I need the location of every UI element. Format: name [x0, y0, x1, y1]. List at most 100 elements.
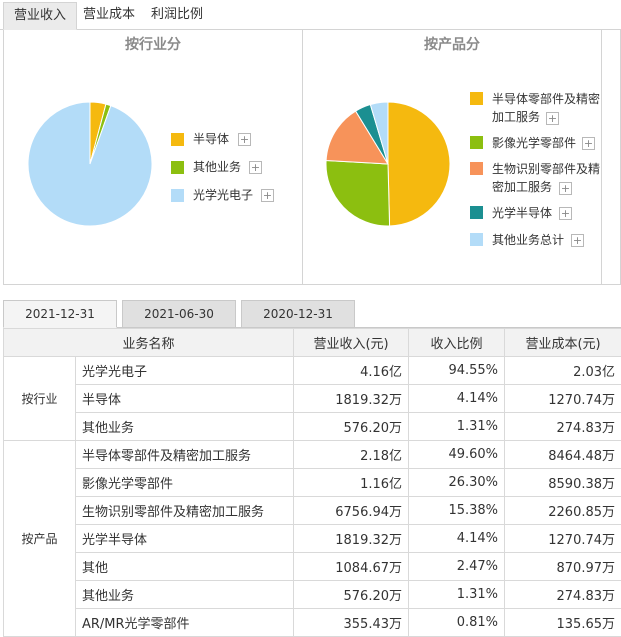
tab-profit-ratio[interactable]: 利润比例: [151, 7, 204, 22]
row-revenue: 1819.32万: [293, 524, 410, 553]
legend-label: 加工服务: [492, 110, 541, 124]
header-revenue-ratio: 收入比例: [408, 328, 506, 357]
row-cost: 2.03亿: [504, 356, 621, 385]
row-revenue: 6756.94万: [293, 496, 410, 525]
row-revenue: 1.16亿: [293, 468, 410, 497]
row-cost: 1270.74万: [504, 384, 621, 413]
row-name: 其他业务: [74, 412, 295, 441]
expand-plus-icon[interactable]: +: [559, 207, 572, 220]
row-cost: 8464.48万: [504, 440, 621, 469]
table-header-row: 业务名称 营业收入(元) 收入比例 营业成本(元): [2, 328, 621, 357]
industry-panel: 按行业分 半导体 + 其他业务 + 光学光电子 +: [4, 30, 303, 284]
row-revenue: 1819.32万: [293, 384, 410, 413]
product-pie-slice-2[interactable]: [326, 110, 389, 165]
expand-plus-icon[interactable]: +: [238, 133, 251, 146]
row-cost: 8590.38万: [504, 468, 621, 497]
header-revenue: 营业收入(元): [293, 328, 410, 357]
row-revenue: 2.18亿: [293, 440, 410, 469]
group-label-industry: 按行业: [3, 356, 76, 441]
tab-2021-06-30[interactable]: 2021-06-30: [122, 300, 236, 328]
header-business-name: 业务名称: [2, 328, 295, 357]
table-row: 半导体 1819.32万 4.14% 1270.74万: [4, 384, 621, 413]
row-ratio: 2.47%: [408, 552, 506, 581]
legend-label: 其他业务总计: [492, 233, 565, 247]
legend-swatch: [470, 206, 483, 219]
product-panel: 按产品分 半导体零部件及精密 加工服务 + 影像光学零部件 + 生物识别零部件及…: [303, 30, 602, 284]
row-ratio: 1.31%: [408, 412, 506, 441]
row-revenue: 1084.67万: [293, 552, 410, 581]
row-ratio: 15.38%: [408, 496, 506, 525]
legend-swatch: [171, 189, 184, 202]
row-ratio: 1.31%: [408, 580, 506, 609]
table-row: 按行业 光学光电子 4.16亿 94.55% 2.03亿: [3, 356, 621, 441]
row-cost: 870.97万: [504, 552, 621, 581]
row-cost: 1270.74万: [504, 524, 621, 553]
row-name: 其他业务: [74, 580, 295, 609]
legend-label: 影像光学零部件: [492, 136, 577, 150]
row-ratio: 4.14%: [408, 524, 506, 553]
expand-plus-icon[interactable]: +: [546, 112, 559, 125]
industry-pie-slice-2[interactable]: [28, 102, 152, 226]
table-row: AR/MR光学零部件 355.43万 0.81% 135.65万: [4, 608, 621, 637]
row-ratio: 26.30%: [408, 468, 506, 497]
expand-plus-icon[interactable]: +: [582, 137, 595, 150]
table-row: 其他业务 576.20万 1.31% 274.83万: [4, 412, 621, 441]
header-cost: 营业成本(元): [504, 328, 621, 357]
legend-label: 光学半导体: [492, 206, 553, 220]
legend-label: 半导体: [193, 132, 230, 146]
tab-revenue[interactable]: 营业收入: [3, 2, 78, 30]
period-tabs: 2021-12-31 2021-06-30 2020-12-31: [3, 300, 621, 328]
product-pie-slice-4[interactable]: [369, 102, 389, 165]
row-ratio: 49.60%: [408, 440, 506, 469]
row-name: 光学半导体: [74, 524, 295, 553]
chart-panels: 按行业分 半导体 + 其他业务 + 光学光电子 + 按产品分: [3, 30, 621, 285]
row-name: 半导体零部件及精密加工服务: [74, 440, 295, 469]
row-ratio: 0.81%: [408, 608, 506, 637]
row-name: 生物识别零部件及精密加工服务: [74, 496, 295, 525]
row-ratio: 4.14%: [408, 384, 506, 413]
row-ratio: 94.55%: [408, 356, 506, 385]
legend-label: 生物识别零部件及精: [492, 162, 601, 176]
table-row: 影像光学零部件 1.16亿 26.30% 8590.38万: [4, 468, 621, 497]
row-revenue: 355.43万: [293, 608, 410, 637]
tab-2021-12-31[interactable]: 2021-12-31: [3, 300, 117, 328]
group-label-product: 按产品: [3, 440, 76, 637]
table-row: 按产品 半导体零部件及精密加工服务 2.18亿 49.60% 8464.48万: [3, 440, 621, 637]
table-row: 光学半导体 1819.32万 4.14% 1270.74万: [4, 524, 621, 553]
legend-swatch: [171, 161, 184, 174]
row-name: 半导体: [74, 384, 295, 413]
tab-cost[interactable]: 营业成本: [83, 7, 136, 22]
row-cost: 2260.85万: [504, 496, 621, 525]
table-row: 其他 1084.67万 2.47% 870.97万: [4, 552, 621, 581]
expand-plus-icon[interactable]: +: [261, 189, 274, 202]
row-name: AR/MR光学零部件: [74, 608, 295, 637]
row-revenue: 576.20万: [293, 412, 410, 441]
table-row: 生物识别零部件及精密加工服务 6756.94万 15.38% 2260.85万: [4, 496, 621, 525]
industry-chart-title: 按行业分: [125, 37, 181, 53]
legend-label: 密加工服务: [492, 180, 553, 194]
product-pie-chart: [326, 102, 450, 226]
table-row: 其他业务 576.20万 1.31% 274.83万: [4, 580, 621, 609]
tab-2020-12-31[interactable]: 2020-12-31: [241, 300, 355, 328]
row-name: 光学光电子: [74, 356, 295, 385]
legend-label: 光学光电子: [193, 188, 254, 202]
row-cost: 274.83万: [504, 412, 621, 441]
legend-swatch: [470, 233, 483, 246]
legend-swatch: [470, 92, 483, 105]
chart-tabs: 营业收入 营业成本 利润比例: [0, 0, 621, 30]
row-cost: 274.83万: [504, 580, 621, 609]
expand-plus-icon[interactable]: +: [249, 161, 262, 174]
expand-plus-icon[interactable]: +: [559, 182, 572, 195]
row-revenue: 576.20万: [293, 580, 410, 609]
product-pie-slice-1[interactable]: [326, 160, 391, 226]
industry-pie-chart: [28, 102, 152, 226]
row-revenue: 4.16亿: [293, 356, 410, 385]
expand-plus-icon[interactable]: +: [571, 234, 584, 247]
row-name: 影像光学零部件: [74, 468, 295, 497]
product-chart-title: 按产品分: [424, 37, 480, 53]
legend-swatch: [171, 133, 184, 146]
legend-label: 其他业务: [193, 160, 242, 174]
product-pie-slice-0[interactable]: [387, 102, 450, 226]
row-cost: 135.65万: [504, 608, 621, 637]
revenue-breakdown-table: 业务名称 营业收入(元) 收入比例 营业成本(元) 按行业 光学光电子 4.16…: [2, 328, 621, 637]
